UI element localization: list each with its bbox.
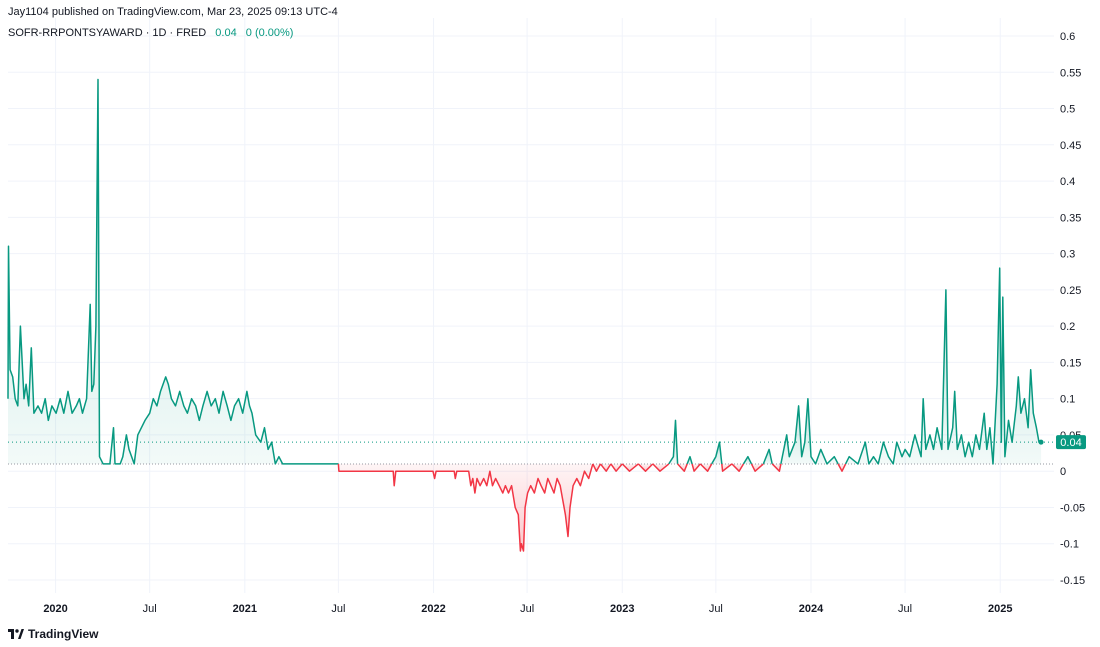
x-tick-label: 2025 — [988, 603, 1012, 615]
last-value-marker: 0.04 — [8, 435, 1086, 450]
y-tick-label: 0.25 — [1060, 285, 1081, 297]
line-segment-up — [686, 455, 693, 465]
line-segment-down — [721, 463, 733, 472]
series-legend: SOFR-RRPONTSYAWARD · 1D · FRED 0.04 0 (0… — [8, 27, 293, 39]
y-tick-label: 0.1 — [1060, 394, 1075, 406]
line-segment-down — [837, 463, 847, 472]
line-segment-down — [699, 463, 713, 472]
x-tick-label: 2023 — [610, 603, 634, 615]
symbol-label: SOFR-RRPONTSYAWARD · 1D · FRED — [8, 27, 207, 39]
x-tick-label: 2021 — [233, 603, 257, 615]
y-tick-label: 0.35 — [1060, 212, 1081, 224]
line-segment-down — [677, 463, 688, 472]
published-text: Jay1104 published on TradingView.com, Ma… — [8, 6, 338, 18]
area-below-baseline — [652, 463, 669, 472]
y-tick-label: 0.45 — [1060, 140, 1081, 152]
x-tick-label: 2022 — [421, 603, 445, 615]
x-tick-label: Jul — [709, 603, 723, 615]
y-tick-label: -0.1 — [1060, 539, 1079, 551]
x-tick-label: Jul — [898, 603, 912, 615]
tradingview-logo-icon — [8, 629, 24, 639]
line-segment-down — [750, 463, 764, 472]
y-tick-label: 0.6 — [1060, 31, 1075, 43]
area-below-baseline — [592, 463, 601, 472]
change-value: 0 (0.00%) — [245, 27, 294, 39]
x-tick-label: Jul — [143, 603, 157, 615]
area-below-baseline — [622, 463, 639, 472]
area-above-baseline — [743, 456, 752, 464]
line-segment-down — [337, 463, 594, 552]
last-value: 0.04 — [215, 27, 237, 39]
y-tick-label: 0.5 — [1060, 104, 1075, 116]
area-below-baseline — [610, 463, 623, 472]
x-axis: 2020 Jul 2021 Jul 2022 Jul 2023 Jul 2024 Jul 2025 — [43, 603, 1012, 615]
price-label: 0.04 — [1060, 437, 1081, 449]
x-tick-label: 2024 — [799, 603, 824, 615]
line-segment-up — [780, 397, 839, 465]
series-line — [7, 78, 1042, 552]
y-tick-label: -0.15 — [1060, 575, 1085, 587]
y-tick-label: 0.4 — [1060, 176, 1075, 188]
y-tick-label: 0.55 — [1060, 67, 1081, 79]
area-below-baseline — [338, 463, 593, 551]
line-segment-up — [762, 448, 773, 465]
y-tick-label: 0.2 — [1060, 321, 1075, 333]
area-below-baseline — [638, 463, 653, 472]
line-segment-down — [599, 463, 612, 472]
y-tick-label: 0 — [1060, 466, 1066, 478]
area-below-baseline — [838, 463, 846, 472]
line-segment-down — [731, 463, 745, 472]
x-tick-label: Jul — [331, 603, 345, 615]
last-value-dot — [1038, 439, 1044, 445]
line-segment-up — [711, 441, 723, 465]
area-below-baseline — [731, 463, 744, 472]
y-axis: 0.6 0.55 0.5 0.45 0.4 0.35 0.3 0.25 0.2 0.15 0.1 0.… — [1060, 31, 1085, 587]
price-label-bg — [1056, 435, 1086, 450]
line-segment-down — [621, 463, 639, 472]
line-segment-down — [610, 463, 623, 472]
area-below-baseline — [600, 463, 611, 472]
line-segment-down — [691, 463, 701, 472]
area-fills — [8, 79, 1054, 551]
tradingview-brand[interactable]: TradingView — [8, 627, 98, 641]
line-segment-up — [742, 455, 753, 465]
line-segment-down — [637, 463, 654, 472]
line-segment-up — [844, 267, 1042, 465]
line-segment-down — [652, 463, 670, 472]
line-segment-up — [7, 78, 339, 465]
line-segment-down — [771, 463, 782, 472]
x-tick-label: 2020 — [43, 603, 67, 615]
y-tick-label: -0.05 — [1060, 502, 1085, 514]
y-tick-label: 0.3 — [1060, 249, 1075, 261]
brand-label: TradingView — [28, 627, 99, 641]
line-segment-down — [592, 463, 602, 472]
grid — [8, 18, 1054, 593]
x-tick-label: Jul — [520, 603, 534, 615]
y-tick-label: 0.15 — [1060, 357, 1081, 369]
area-above-baseline — [8, 79, 339, 464]
